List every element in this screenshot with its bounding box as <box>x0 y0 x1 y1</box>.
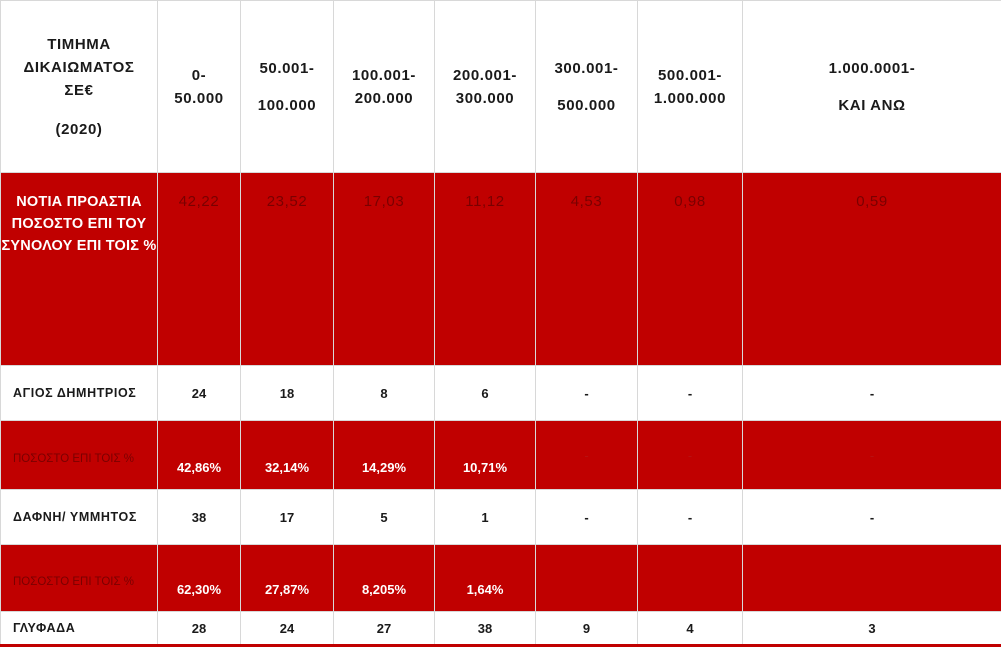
agios-percent-value: - <box>536 421 638 490</box>
glyfada-value: 9 <box>536 612 638 646</box>
dafni-percent-value <box>638 545 743 612</box>
dafni-value: - <box>536 490 638 545</box>
agios-percent-value: - <box>638 421 743 490</box>
agios-value: 8 <box>334 366 435 421</box>
header-range-2: 50.001- 100.000 <box>241 1 334 173</box>
range-bottom: 200.000 <box>334 87 434 110</box>
header-range-5: 300.001- 500.000 <box>536 1 638 173</box>
glyfada-value: 4 <box>638 612 743 646</box>
dafni-value: 17 <box>241 490 334 545</box>
agios-percent-value: 14,29% <box>334 421 435 490</box>
glyfada-value: 38 <box>435 612 536 646</box>
range-top: 300.001- <box>536 57 637 80</box>
range-bottom: 500.000 <box>536 94 637 117</box>
glyfada-value: 27 <box>334 612 435 646</box>
notia-value: 42,22 <box>158 173 241 366</box>
agios-value: 6 <box>435 366 536 421</box>
agios-row: ΑΓΙΟΣ ΔΗΜΗΤΡΙΟΣ 24 18 8 6 - - - <box>1 366 1001 421</box>
agios-value: 18 <box>241 366 334 421</box>
range-top: 0- <box>158 64 240 87</box>
dafni-percent-value <box>743 545 1001 612</box>
range-bottom: 1.000.000 <box>638 87 742 110</box>
notia-row: ΝΟΤΙΑ ΠΡΟΑΣΤΙΑ ΠΟΣΟΣΤΟ ΕΠΙ ΤΟΥ ΣΥΝΟΛΟΥ Ε… <box>1 173 1001 366</box>
dafni-row: ΔΑΦΝΗ/ ΥΜΜΗΤΟΣ 38 17 5 1 - - - <box>1 490 1001 545</box>
dafni-percent-row: ΠΟΣΟΣΤΟ ΕΠΙ ΤΟΙΣ % 62,30% 27,87% 8,205% … <box>1 545 1001 612</box>
header-label-line1: ΤΙΜΗΜΑ <box>1 33 157 56</box>
dafni-value: - <box>638 490 743 545</box>
header-range-7: 1.000.0001- ΚΑΙ ΑΝΩ <box>743 1 1001 173</box>
glyfada-value: 3 <box>743 612 1001 646</box>
agios-percent-row: ΠΟΣΟΣΤΟ ΕΠΙ ΤΟΙΣ % 42,86% 32,14% 14,29% … <box>1 421 1001 490</box>
glyfada-value: 24 <box>241 612 334 646</box>
header-range-1: 0- 50.000 <box>158 1 241 173</box>
agios-percent-value: 10,71% <box>435 421 536 490</box>
header-year: (2020) <box>1 118 157 141</box>
agios-percent-label: ΠΟΣΟΣΤΟ ΕΠΙ ΤΟΙΣ % <box>1 421 158 490</box>
dafni-percent-value: 27,87% <box>241 545 334 612</box>
header-range-4: 200.001- 300.000 <box>435 1 536 173</box>
range-top: 1.000.0001- <box>743 57 1001 80</box>
agios-percent-value: 32,14% <box>241 421 334 490</box>
agios-percent-value: - <box>743 421 1001 490</box>
range-top: 50.001- <box>241 57 333 80</box>
dafni-value: 5 <box>334 490 435 545</box>
notia-value: 4,53 <box>536 173 638 366</box>
dafni-percent-label: ΠΟΣΟΣΤΟ ΕΠΙ ΤΟΙΣ % <box>1 545 158 612</box>
notia-label: ΝΟΤΙΑ ΠΡΟΑΣΤΙΑ ΠΟΣΟΣΤΟ ΕΠΙ ΤΟΥ ΣΥΝΟΛΟΥ Ε… <box>1 173 158 366</box>
range-top: 200.001- <box>435 64 535 87</box>
agios-value: - <box>638 366 743 421</box>
agios-value: - <box>743 366 1001 421</box>
range-bottom: 100.000 <box>241 94 333 117</box>
glyfada-value: 28 <box>158 612 241 646</box>
dafni-percent-value <box>536 545 638 612</box>
agios-percent-value: 42,86% <box>158 421 241 490</box>
header-range-3: 100.001- 200.000 <box>334 1 435 173</box>
glyfada-row: ΓΛΥΦΑΔΑ 28 24 27 38 9 4 3 <box>1 612 1001 646</box>
notia-value: 0,98 <box>638 173 743 366</box>
dafni-percent-value: 8,205% <box>334 545 435 612</box>
dafni-percent-value: 1,64% <box>435 545 536 612</box>
range-top: 500.001- <box>638 64 742 87</box>
header-row: ΤΙΜΗΜΑ ΔΙΚΑΙΩΜΑΤΟΣ ΣΕ€ (2020) 0- 50.000 … <box>1 1 1001 173</box>
notia-value: 11,12 <box>435 173 536 366</box>
header-label-line3: ΣΕ€ <box>1 79 157 102</box>
dafni-value: - <box>743 490 1001 545</box>
glyfada-label: ΓΛΥΦΑΔΑ <box>1 612 158 646</box>
range-bottom: 50.000 <box>158 87 240 110</box>
agios-value: - <box>536 366 638 421</box>
agios-value: 24 <box>158 366 241 421</box>
range-top: 100.001- <box>334 64 434 87</box>
notia-value: 17,03 <box>334 173 435 366</box>
notia-value: 0,59 <box>743 173 1001 366</box>
dafni-label: ΔΑΦΝΗ/ ΥΜΜΗΤΟΣ <box>1 490 158 545</box>
header-range-6: 500.001- 1.000.000 <box>638 1 743 173</box>
header-price-label: ΤΙΜΗΜΑ ΔΙΚΑΙΩΜΑΤΟΣ ΣΕ€ (2020) <box>1 1 158 173</box>
dafni-value: 38 <box>158 490 241 545</box>
range-bottom: 300.000 <box>435 87 535 110</box>
dafni-percent-value: 62,30% <box>158 545 241 612</box>
header-label-line2: ΔΙΚΑΙΩΜΑΤΟΣ <box>1 56 157 79</box>
notia-value: 23,52 <box>241 173 334 366</box>
agios-label: ΑΓΙΟΣ ΔΗΜΗΤΡΙΟΣ <box>1 366 158 421</box>
range-bottom: ΚΑΙ ΑΝΩ <box>743 94 1001 117</box>
dafni-value: 1 <box>435 490 536 545</box>
